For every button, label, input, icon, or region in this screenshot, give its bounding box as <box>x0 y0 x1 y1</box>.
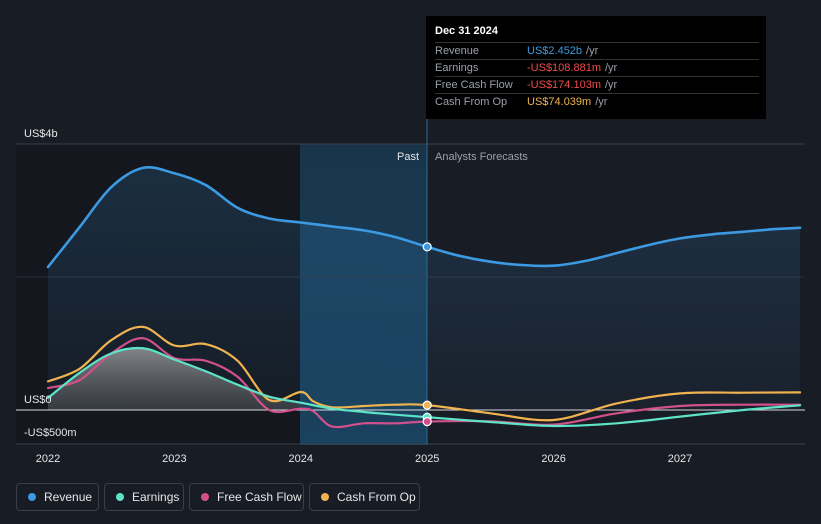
tooltip-label: Free Cash Flow <box>435 79 513 91</box>
x-tick-label: 2022 <box>36 453 60 465</box>
tooltip-value: -US$108.881m <box>527 62 601 74</box>
revenue-marker[interactable] <box>422 242 432 252</box>
forecast-label: Analysts Forecasts <box>435 151 528 163</box>
legend-label: Revenue <box>44 490 93 504</box>
tooltip: Dec 31 2024 Revenue US$2.452b/yr Earning… <box>426 16 766 119</box>
y-label-top: US$4b <box>24 128 58 140</box>
tooltip-value: -US$174.103m <box>527 79 601 91</box>
tooltip-row-revenue: Revenue US$2.452b/yr <box>435 42 759 60</box>
tooltip-label: Revenue <box>435 45 480 57</box>
cash-from-op-marker[interactable] <box>422 400 432 410</box>
tooltip-unit: /yr <box>605 79 618 91</box>
tooltip-date: Dec 31 2024 <box>435 25 498 37</box>
earnings-line <box>46 346 802 428</box>
tooltip-value: US$2.452b <box>527 45 583 57</box>
legend-dot-icon <box>116 493 124 501</box>
x-axis-ticks: 2022 2023 2024 2025 2026 2027 <box>36 453 692 465</box>
x-tick-label: 2027 <box>668 453 692 465</box>
legend-dot-icon <box>28 493 36 501</box>
legend-item-revenue[interactable]: Revenue <box>16 483 99 511</box>
tooltip-row-free-cash-flow: Free Cash Flow -US$174.103m/yr <box>435 76 759 94</box>
tooltip-unit: /yr <box>586 45 599 57</box>
legend-dot-icon <box>201 493 209 501</box>
legend-label: Cash From Op <box>337 490 416 504</box>
legend-item-earnings[interactable]: Earnings <box>104 483 184 511</box>
legend-dot-icon <box>321 493 329 501</box>
tooltip-row-cash-from-op: Cash From Op US$74.039m/yr <box>435 93 759 111</box>
legend-item-cash-from-op[interactable]: Cash From Op <box>309 483 420 511</box>
free-cash-flow-line <box>46 337 802 429</box>
legend-label: Earnings <box>132 490 180 504</box>
past-label: Past <box>397 151 419 163</box>
tooltip-unit: /yr <box>595 96 608 108</box>
x-tick-label: 2025 <box>415 453 439 465</box>
tooltip-unit: /yr <box>605 62 618 74</box>
y-label-zero: US$0 <box>24 394 52 406</box>
tooltip-value: US$74.039m <box>527 96 592 108</box>
y-label-bottom: -US$500m <box>24 427 77 439</box>
free-cash-flow-marker[interactable] <box>422 417 432 427</box>
cash-from-op-line <box>46 325 802 422</box>
x-tick-label: 2026 <box>541 453 565 465</box>
tooltip-label: Cash From Op <box>435 96 508 108</box>
x-tick-label: 2024 <box>289 453 313 465</box>
legend-label: Free Cash Flow <box>217 490 302 504</box>
tooltip-row-earnings: Earnings -US$108.881m/yr <box>435 59 759 77</box>
legend-item-free-cash-flow[interactable]: Free Cash Flow <box>189 483 304 511</box>
revenue-area <box>48 167 801 410</box>
tooltip-label: Earnings <box>435 62 479 74</box>
x-tick-label: 2023 <box>162 453 186 465</box>
earnings-area <box>48 347 301 410</box>
